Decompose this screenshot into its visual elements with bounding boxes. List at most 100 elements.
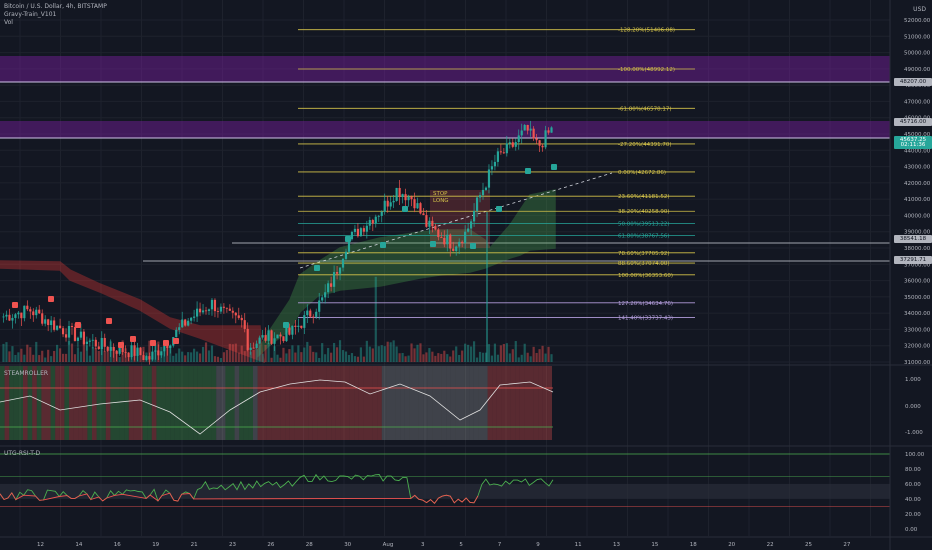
price-axis-label: 48000.00 [904, 83, 931, 89]
candle-body [362, 228, 365, 232]
price-badge[interactable]: 02:11:36 [894, 140, 932, 149]
indicator-gravy-train[interactable]: Gravy-Train_V101 [4, 11, 57, 18]
rsi-axis-label: 80.00 [905, 467, 921, 473]
volume-bar [362, 356, 365, 362]
steamroller-bar [0, 366, 5, 440]
volume-bar [91, 347, 94, 362]
candle-body [356, 228, 360, 237]
volume-bar [324, 354, 327, 362]
volume-bar [532, 346, 535, 362]
time-axis-label: 30 [344, 542, 351, 548]
volume-bar [356, 356, 360, 362]
candle-body [416, 203, 419, 209]
candle-body [315, 311, 318, 317]
steamroller-bar [276, 366, 281, 440]
candle-body [496, 151, 499, 162]
volume-bar [103, 351, 106, 362]
volume-bar [371, 348, 374, 362]
candle-body [11, 317, 14, 321]
candle-body [523, 124, 526, 131]
price-axis-label: 50000.00 [904, 51, 931, 57]
volume-bar [318, 357, 321, 362]
steamroller-bar [524, 366, 529, 440]
candle-body [425, 215, 428, 227]
steamroller-bar [257, 366, 263, 440]
candle-body [61, 328, 65, 335]
time-axis-label: Aug [383, 542, 394, 548]
currency-label[interactable]: USD [913, 6, 926, 13]
volume-bar [508, 353, 511, 362]
price-axis-label: 41000.00 [904, 197, 931, 203]
rsi-label[interactable]: UTG-RSI-T-D [4, 450, 41, 457]
candle-body [410, 196, 413, 200]
steamroller-bar [547, 366, 552, 440]
fib-label: 141.40%(33737.43) [618, 315, 673, 321]
candle-body [64, 334, 68, 338]
chart-grid [0, 0, 890, 536]
candle-body [499, 151, 502, 153]
volume-bar [383, 346, 386, 362]
volume-bar [118, 357, 121, 362]
volume-bar [300, 352, 303, 362]
candle-body [532, 128, 535, 139]
candle-body [452, 248, 455, 251]
volume-bar [204, 342, 208, 362]
steamroller-pane [0, 366, 554, 440]
green-trend-band [257, 189, 556, 358]
indicator-vol[interactable]: Vol [4, 19, 13, 26]
steamroller-bar [59, 366, 65, 440]
volume-bar [350, 353, 354, 362]
volume-bar [541, 345, 544, 362]
volume-bar [88, 355, 91, 362]
steamroller-bar [409, 366, 414, 440]
steamroller-bar [41, 366, 46, 440]
price-axis-label: 44000.00 [904, 148, 931, 154]
candle-body [121, 345, 124, 353]
steamroller-label[interactable]: STEAMROLLER [4, 370, 49, 377]
steamroller-bar [354, 366, 359, 440]
steamroller-bar [317, 366, 322, 440]
steamroller-bar [519, 366, 525, 440]
volume-bar [14, 354, 17, 362]
sell-signal [118, 342, 124, 348]
steamroller-bar [262, 366, 267, 440]
symbol-title[interactable]: Bitcoin / U.S. Dollar, 4h, BITSTAMP [4, 3, 107, 10]
candle-body [231, 310, 234, 313]
candle-body [303, 315, 306, 328]
volume-bar [455, 346, 458, 362]
candle-body [32, 311, 35, 316]
candle-body [431, 220, 434, 227]
candle-body [338, 267, 342, 274]
volume-bar [550, 354, 553, 362]
fibonacci-levels[interactable]: -128.20%(51406.08) -100.00%(48992.12) -61.… [298, 28, 695, 322]
steamroller-bar [211, 366, 217, 440]
candle-body [511, 142, 514, 147]
price-badge[interactable]: 45637.25 [894, 135, 932, 144]
candle-body [82, 331, 85, 345]
volume-bar [493, 343, 497, 362]
steamroller-bar [82, 366, 88, 440]
candle-body [139, 347, 142, 356]
candle-body [14, 314, 17, 318]
steamroller-bar [87, 366, 92, 440]
candle-body [446, 234, 449, 245]
candle-body [252, 347, 255, 349]
candle-body [475, 197, 479, 211]
price-badge[interactable]: 37291.71 [894, 255, 932, 264]
price-badge[interactable]: 48207.00 [894, 77, 932, 86]
volume-bar [312, 351, 315, 362]
candle-body [249, 347, 252, 350]
time-axis-label: 28 [306, 542, 313, 548]
steamroller-bar [423, 366, 428, 440]
price-badge[interactable]: 45716.00 [894, 118, 932, 127]
volume-bar [472, 341, 476, 362]
sell-signal [150, 340, 156, 346]
volume-bar [338, 340, 342, 362]
candle-body [56, 325, 59, 330]
candle-body [234, 312, 237, 316]
price-axis-label: 49000.00 [904, 67, 931, 73]
steamroller-bar [161, 366, 166, 440]
candle-body [136, 347, 139, 356]
price-badge[interactable]: 38541.18 [894, 235, 932, 244]
